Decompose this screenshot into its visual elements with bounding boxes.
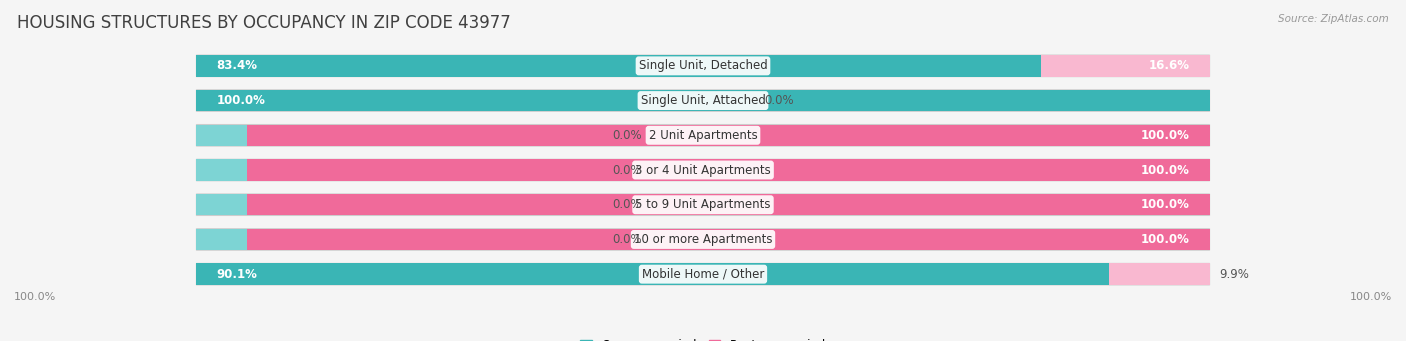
Text: 100.0%: 100.0% xyxy=(1350,292,1392,302)
Text: 100.0%: 100.0% xyxy=(1140,198,1189,211)
Bar xyxy=(197,124,247,146)
FancyBboxPatch shape xyxy=(197,194,1209,216)
Text: Source: ZipAtlas.com: Source: ZipAtlas.com xyxy=(1278,14,1389,24)
FancyBboxPatch shape xyxy=(197,159,1209,181)
Bar xyxy=(247,229,1209,250)
Bar xyxy=(247,194,1209,216)
Text: 0.0%: 0.0% xyxy=(763,94,793,107)
Text: 100.0%: 100.0% xyxy=(1140,164,1189,177)
Bar xyxy=(247,124,1209,146)
Text: 9.9%: 9.9% xyxy=(1220,268,1250,281)
Bar xyxy=(247,159,1209,181)
Text: Single Unit, Detached: Single Unit, Detached xyxy=(638,59,768,72)
Text: 100.0%: 100.0% xyxy=(1140,233,1189,246)
Bar xyxy=(197,263,1109,285)
Text: 100.0%: 100.0% xyxy=(14,292,56,302)
Text: 2 Unit Apartments: 2 Unit Apartments xyxy=(648,129,758,142)
FancyBboxPatch shape xyxy=(197,90,1209,111)
FancyBboxPatch shape xyxy=(197,55,1209,77)
Bar xyxy=(1042,55,1209,77)
Text: 16.6%: 16.6% xyxy=(1149,59,1189,72)
Text: 5 to 9 Unit Apartments: 5 to 9 Unit Apartments xyxy=(636,198,770,211)
Text: 0.0%: 0.0% xyxy=(613,198,643,211)
Text: HOUSING STRUCTURES BY OCCUPANCY IN ZIP CODE 43977: HOUSING STRUCTURES BY OCCUPANCY IN ZIP C… xyxy=(17,14,510,32)
Bar xyxy=(1109,263,1209,285)
Bar xyxy=(197,159,247,181)
Text: 10 or more Apartments: 10 or more Apartments xyxy=(634,233,772,246)
FancyBboxPatch shape xyxy=(197,263,1209,285)
Text: 83.4%: 83.4% xyxy=(217,59,257,72)
Text: Mobile Home / Other: Mobile Home / Other xyxy=(641,268,765,281)
Bar xyxy=(197,90,1209,111)
Text: 100.0%: 100.0% xyxy=(1140,129,1189,142)
Text: 90.1%: 90.1% xyxy=(217,268,257,281)
Text: 0.0%: 0.0% xyxy=(613,233,643,246)
Text: 0.0%: 0.0% xyxy=(613,129,643,142)
FancyBboxPatch shape xyxy=(197,124,1209,146)
Bar xyxy=(197,194,247,216)
Text: 0.0%: 0.0% xyxy=(613,164,643,177)
Text: 100.0%: 100.0% xyxy=(217,94,266,107)
Text: Single Unit, Attached: Single Unit, Attached xyxy=(641,94,765,107)
FancyBboxPatch shape xyxy=(197,229,1209,250)
Text: 3 or 4 Unit Apartments: 3 or 4 Unit Apartments xyxy=(636,164,770,177)
Bar xyxy=(197,55,1042,77)
Bar xyxy=(197,229,247,250)
Legend: Owner-occupied, Renter-occupied: Owner-occupied, Renter-occupied xyxy=(575,335,831,341)
